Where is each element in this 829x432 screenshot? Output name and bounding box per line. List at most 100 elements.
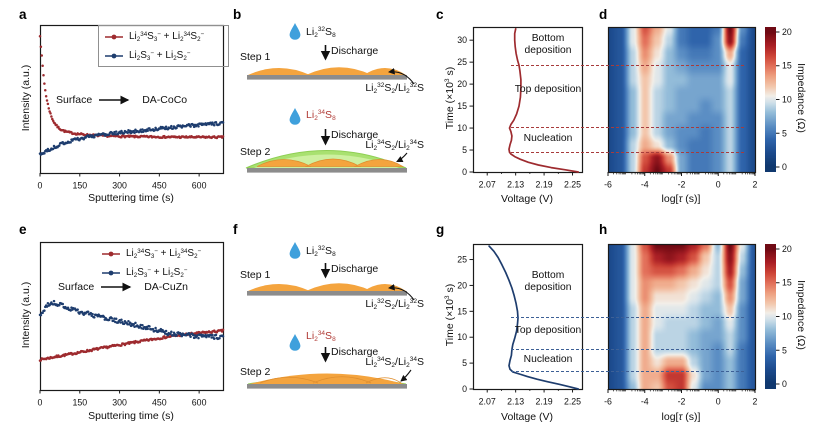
svg-text:5: 5 — [782, 345, 787, 355]
heatmap-d — [608, 27, 755, 172]
colorbar-label-h: Impedance (Ω) — [795, 280, 807, 350]
sulfide-bump — [248, 68, 310, 75]
discharge-label-f2: Discharge — [331, 346, 379, 358]
series-marker-blue — [102, 270, 120, 275]
annotation-cuzn: DA-CuZn — [144, 281, 188, 293]
panel-letter-e: e — [19, 222, 27, 237]
product-label-f2: Li234S2/Li234S — [365, 356, 424, 369]
sulfide-bump — [248, 284, 310, 291]
svg-text:450: 450 — [152, 181, 167, 191]
region-top-deposition-g: Top deposition — [514, 325, 582, 336]
svg-text:20: 20 — [457, 280, 467, 290]
series-marker-red — [102, 251, 120, 256]
colorbar-h — [765, 244, 776, 389]
svg-text:-2: -2 — [678, 180, 686, 190]
y-axis-label-intensity-a: Intensity (a.u.) — [20, 64, 32, 132]
svg-text:450: 450 — [152, 398, 167, 408]
droplet-icon — [289, 242, 301, 259]
droplet-icon — [289, 334, 301, 351]
droplet-icon — [289, 108, 301, 125]
y-axis-label-time-c: Time (×103 s) — [444, 66, 456, 130]
x-axis-label-voltage-g: Voltage (V) — [501, 411, 553, 423]
x-axis-label-voltage-c: Voltage (V) — [501, 193, 553, 205]
svg-text:10: 10 — [457, 123, 467, 133]
product-label-f1: Li232S2/Li232S — [365, 298, 424, 311]
step1-label-b: Step 1 — [240, 51, 271, 63]
panel-letter-b: b — [233, 7, 242, 22]
step2-label-b: Step 2 — [240, 146, 271, 158]
sulfide-film — [250, 373, 404, 384]
discharge-label-b2: Discharge — [331, 129, 379, 141]
region-nucleation-g: Nucleation — [523, 354, 573, 365]
sulfide-bump — [364, 284, 406, 291]
product-label-b2: Li234S2/Li234S — [365, 139, 424, 152]
svg-text:0: 0 — [38, 181, 43, 191]
legend-label-red: Li234S3− + Li234S2− — [129, 30, 205, 43]
x-axis-label-logtau-h: log[τ (s)] — [661, 411, 701, 423]
svg-text:2: 2 — [753, 180, 758, 190]
svg-text:0: 0 — [782, 379, 787, 389]
legend-label-blue: Li2S3− + Li2S2− — [126, 266, 188, 279]
svg-text:5: 5 — [782, 128, 787, 138]
reactant-label-b1: Li232S8 — [306, 26, 336, 39]
step2-label-f: Step 2 — [240, 366, 271, 378]
reactant-label-b2: Li234S8 — [306, 109, 336, 122]
x-axis-label-sputter-e: Sputtering time (s) — [88, 410, 174, 422]
legend-a: Li234S3− + Li234S2− Li2S3− + Li2S2− — [98, 25, 229, 67]
isotope-shell-inner — [254, 154, 399, 168]
legend-label-red: Li234S3− + Li234S2− — [126, 247, 202, 260]
svg-text:300: 300 — [112, 398, 127, 408]
svg-text:-4: -4 — [641, 180, 649, 190]
droplet-icon — [289, 23, 301, 40]
svg-text:5: 5 — [462, 358, 467, 368]
y-axis-label-time-g: Time (×103 s) — [444, 283, 456, 347]
svg-text:-6: -6 — [604, 397, 612, 407]
svg-text:15: 15 — [782, 278, 792, 288]
legend-item: Li234S3− + Li234S2− — [104, 27, 228, 46]
sulfide-bump — [306, 67, 372, 75]
legend-item: Li2S3− + Li2S2− — [104, 46, 228, 65]
annotation-coco: DA-CoCo — [142, 94, 188, 106]
svg-text:5: 5 — [462, 145, 467, 155]
substrate — [247, 291, 407, 296]
svg-text:25: 25 — [457, 255, 467, 265]
svg-text:0: 0 — [462, 384, 467, 394]
discharge-label-b1: Discharge — [331, 45, 379, 57]
x-axis-label-logtau-d: log[τ (s)] — [661, 193, 701, 205]
annotation-surface: Surface — [56, 94, 93, 106]
svg-text:0: 0 — [716, 397, 721, 407]
region-bottom-deposition-c: Bottom deposition — [524, 33, 572, 56]
svg-text:0: 0 — [462, 167, 467, 177]
svg-text:10: 10 — [782, 312, 792, 322]
series-marker-red — [105, 34, 123, 39]
step1-label-f: Step 1 — [240, 269, 271, 281]
svg-text:2.25: 2.25 — [564, 397, 581, 407]
x-axis-label-sputter-a: Sputtering time (s) — [88, 192, 174, 204]
svg-text:-2: -2 — [678, 397, 686, 407]
substrate — [247, 168, 407, 173]
svg-text:15: 15 — [457, 306, 467, 316]
product-arrow — [396, 152, 408, 162]
svg-text:0: 0 — [38, 398, 43, 408]
svg-text:10: 10 — [782, 95, 792, 105]
annotation-surface: Surface — [58, 281, 95, 293]
legend-item: Li2S3− + Li2S2− — [101, 263, 225, 282]
colorbar-d — [765, 27, 776, 172]
svg-text:-4: -4 — [641, 397, 649, 407]
right-arrow-icon — [99, 95, 130, 105]
panel-letter-c: c — [436, 7, 444, 22]
svg-text:600: 600 — [192, 398, 207, 408]
sulfide-bump — [306, 283, 372, 291]
right-arrow-icon — [101, 282, 132, 292]
svg-text:10: 10 — [457, 332, 467, 342]
product-arrow — [400, 369, 412, 382]
svg-text:30: 30 — [457, 35, 467, 45]
svg-text:2.19: 2.19 — [536, 180, 553, 190]
svg-text:25: 25 — [457, 57, 467, 67]
colorbar-label-d: Impedance (Ω) — [795, 63, 807, 133]
svg-text:2.07: 2.07 — [479, 397, 496, 407]
svg-text:-6: -6 — [604, 180, 612, 190]
svg-text:2: 2 — [753, 397, 758, 407]
annotation-surface-cuzn: Surface DA-CuZn — [58, 281, 188, 293]
